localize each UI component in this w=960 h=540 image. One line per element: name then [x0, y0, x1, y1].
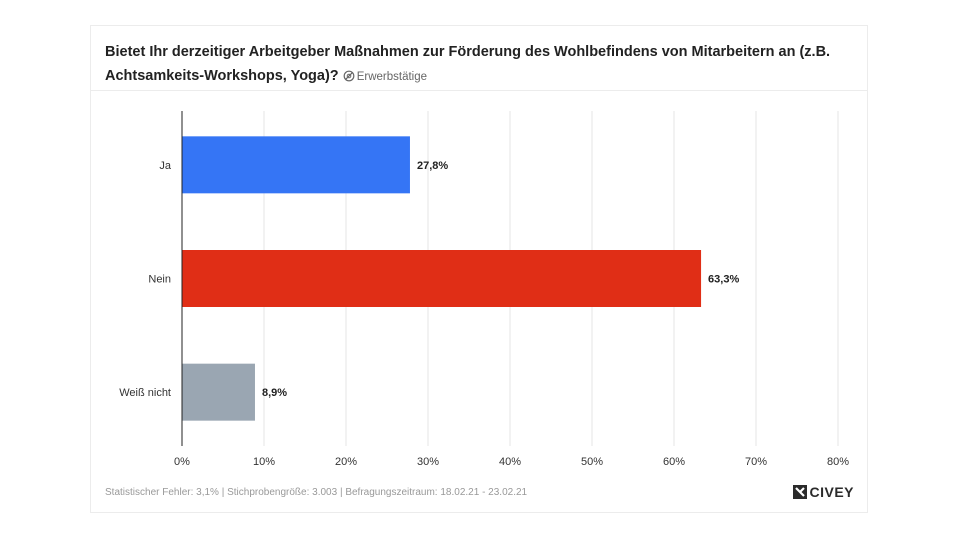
x-tick-label: 80%	[827, 456, 849, 468]
x-tick-label: 40%	[499, 456, 521, 468]
data-label: 63,3%	[708, 274, 739, 286]
x-tick-label: 30%	[417, 456, 439, 468]
target-group-label: Erwerbstätige	[356, 71, 428, 83]
civey-logo-icon	[793, 485, 808, 499]
x-tick-label: 50%	[581, 456, 603, 468]
brand-name: CIVEY	[809, 484, 854, 500]
chart-card: Bietet Ihr derzeitiger Arbeitgeber Maßna…	[90, 25, 868, 513]
target-group-tag[interactable]: Erwerbstätige	[343, 70, 428, 83]
title-divider	[91, 90, 867, 91]
data-label: 8,9%	[262, 387, 287, 399]
brand-logo[interactable]: CIVEY	[793, 484, 854, 500]
category-label: Weiß nicht	[119, 387, 171, 399]
bar-chart: 0% 10% 20% 30% 40% 50% 60% 70% 80% Ja 27,8% Nein 63,…	[119, 111, 849, 468]
x-tick-label: 60%	[663, 456, 685, 468]
question-text: Bietet Ihr derzeitiger Arbeitgeber Maßna…	[105, 44, 831, 84]
bar	[182, 363, 255, 421]
target-group-icon	[343, 70, 355, 82]
chart-title: Bietet Ihr derzeitiger Arbeitgeber Maßna…	[105, 40, 855, 89]
data-label: 27,8%	[417, 160, 448, 172]
x-tick-label: 10%	[253, 456, 275, 468]
category-label: Ja	[159, 160, 172, 172]
x-tick-label: 70%	[745, 456, 767, 468]
x-tick-label: 20%	[335, 456, 357, 468]
x-tick-label: 0%	[174, 456, 190, 468]
bar	[182, 250, 702, 307]
bar	[182, 136, 410, 194]
category-label: Nein	[148, 274, 171, 286]
survey-footer: Statistischer Fehler: 3,1% | Stichproben…	[105, 487, 528, 498]
